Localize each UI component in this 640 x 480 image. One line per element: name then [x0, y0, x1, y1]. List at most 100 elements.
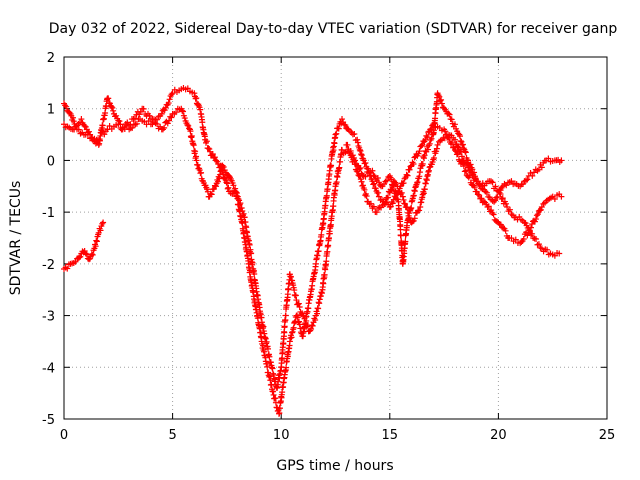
data-point [318, 231, 325, 238]
data-point [236, 197, 243, 204]
data-point [457, 138, 464, 145]
data-point [534, 211, 541, 218]
data-point [93, 238, 100, 245]
data-point [478, 195, 485, 202]
data-point [146, 112, 153, 119]
data-point [358, 152, 365, 159]
data-point [427, 126, 434, 133]
data-point [488, 207, 495, 214]
data-point [179, 107, 186, 114]
data-point [459, 141, 466, 148]
data-point [538, 164, 545, 171]
data-point [362, 159, 369, 166]
data-point [363, 193, 370, 200]
x-axis-label: GPS time / hours [276, 458, 393, 474]
data-point [370, 203, 377, 210]
data-point [76, 254, 83, 261]
data-point [388, 176, 395, 183]
data-point [490, 211, 497, 218]
data-point [330, 203, 337, 210]
y-tick-label: 0 [47, 154, 55, 169]
data-point [236, 201, 243, 208]
data-point [424, 134, 431, 141]
data-point [455, 144, 462, 151]
data-point [352, 157, 359, 164]
data-point [358, 178, 365, 185]
data-point [335, 125, 342, 132]
data-point [140, 105, 147, 112]
data-point [471, 184, 478, 191]
data-point [208, 191, 215, 198]
data-point [457, 133, 464, 140]
data-point [211, 154, 218, 161]
data-point [214, 178, 221, 185]
data-point [411, 215, 418, 222]
data-point [78, 116, 85, 123]
y-tick-label: -2 [42, 258, 55, 273]
data-point [375, 189, 382, 196]
data-point [357, 147, 364, 154]
data-point [63, 103, 70, 110]
data-point [240, 210, 247, 217]
data-point [180, 108, 187, 115]
data-point [296, 318, 303, 325]
y-tick-label: -5 [42, 413, 55, 428]
data-point [149, 115, 156, 122]
data-point [483, 189, 490, 196]
data-point [238, 204, 245, 211]
data-point [432, 115, 439, 122]
data-point [367, 200, 374, 207]
data-point [393, 189, 400, 196]
x-tick-label: 25 [599, 428, 616, 443]
data-point [544, 246, 551, 253]
data-point [361, 186, 368, 193]
data-point [425, 146, 432, 153]
data-point [433, 148, 440, 155]
data-point [375, 179, 382, 186]
y-axis-label: SDTVAR / TECUs [8, 181, 24, 296]
data-point [303, 317, 310, 324]
data-point [220, 163, 227, 170]
data-point [460, 163, 467, 170]
data-point [442, 128, 449, 135]
data-point [282, 312, 289, 319]
y-tick-label: -3 [42, 310, 55, 325]
y-tick-label: 2 [47, 51, 55, 66]
data-point [184, 85, 191, 92]
data-point [503, 200, 510, 207]
data-point [127, 121, 134, 128]
data-point [493, 194, 500, 201]
data-point [529, 230, 536, 237]
data-point [476, 192, 483, 199]
data-point [525, 225, 532, 232]
data-point [194, 161, 201, 168]
data-point [300, 313, 307, 320]
data-point [233, 190, 240, 197]
grid [64, 57, 607, 419]
data-point [506, 206, 513, 213]
data-point [438, 100, 445, 107]
data-point [434, 141, 441, 148]
data-point [373, 209, 380, 216]
data-point [336, 164, 343, 171]
data-point [285, 286, 292, 293]
data-point [333, 179, 340, 186]
data-point [323, 258, 330, 265]
data-point [458, 153, 465, 160]
data-point [272, 395, 279, 402]
data-point [371, 173, 378, 180]
data-point [451, 121, 458, 128]
data-point [232, 185, 239, 192]
data-point [410, 192, 417, 199]
data-point [221, 175, 228, 182]
data-point [332, 131, 339, 138]
x-tick-label: 10 [273, 428, 290, 443]
data-point [399, 193, 406, 200]
data-point [192, 148, 199, 155]
data-point [471, 169, 478, 176]
data-point [404, 204, 411, 211]
data-point [101, 131, 108, 138]
x-tick-label: 15 [382, 428, 399, 443]
data-point [520, 235, 527, 242]
data-point [133, 120, 140, 127]
